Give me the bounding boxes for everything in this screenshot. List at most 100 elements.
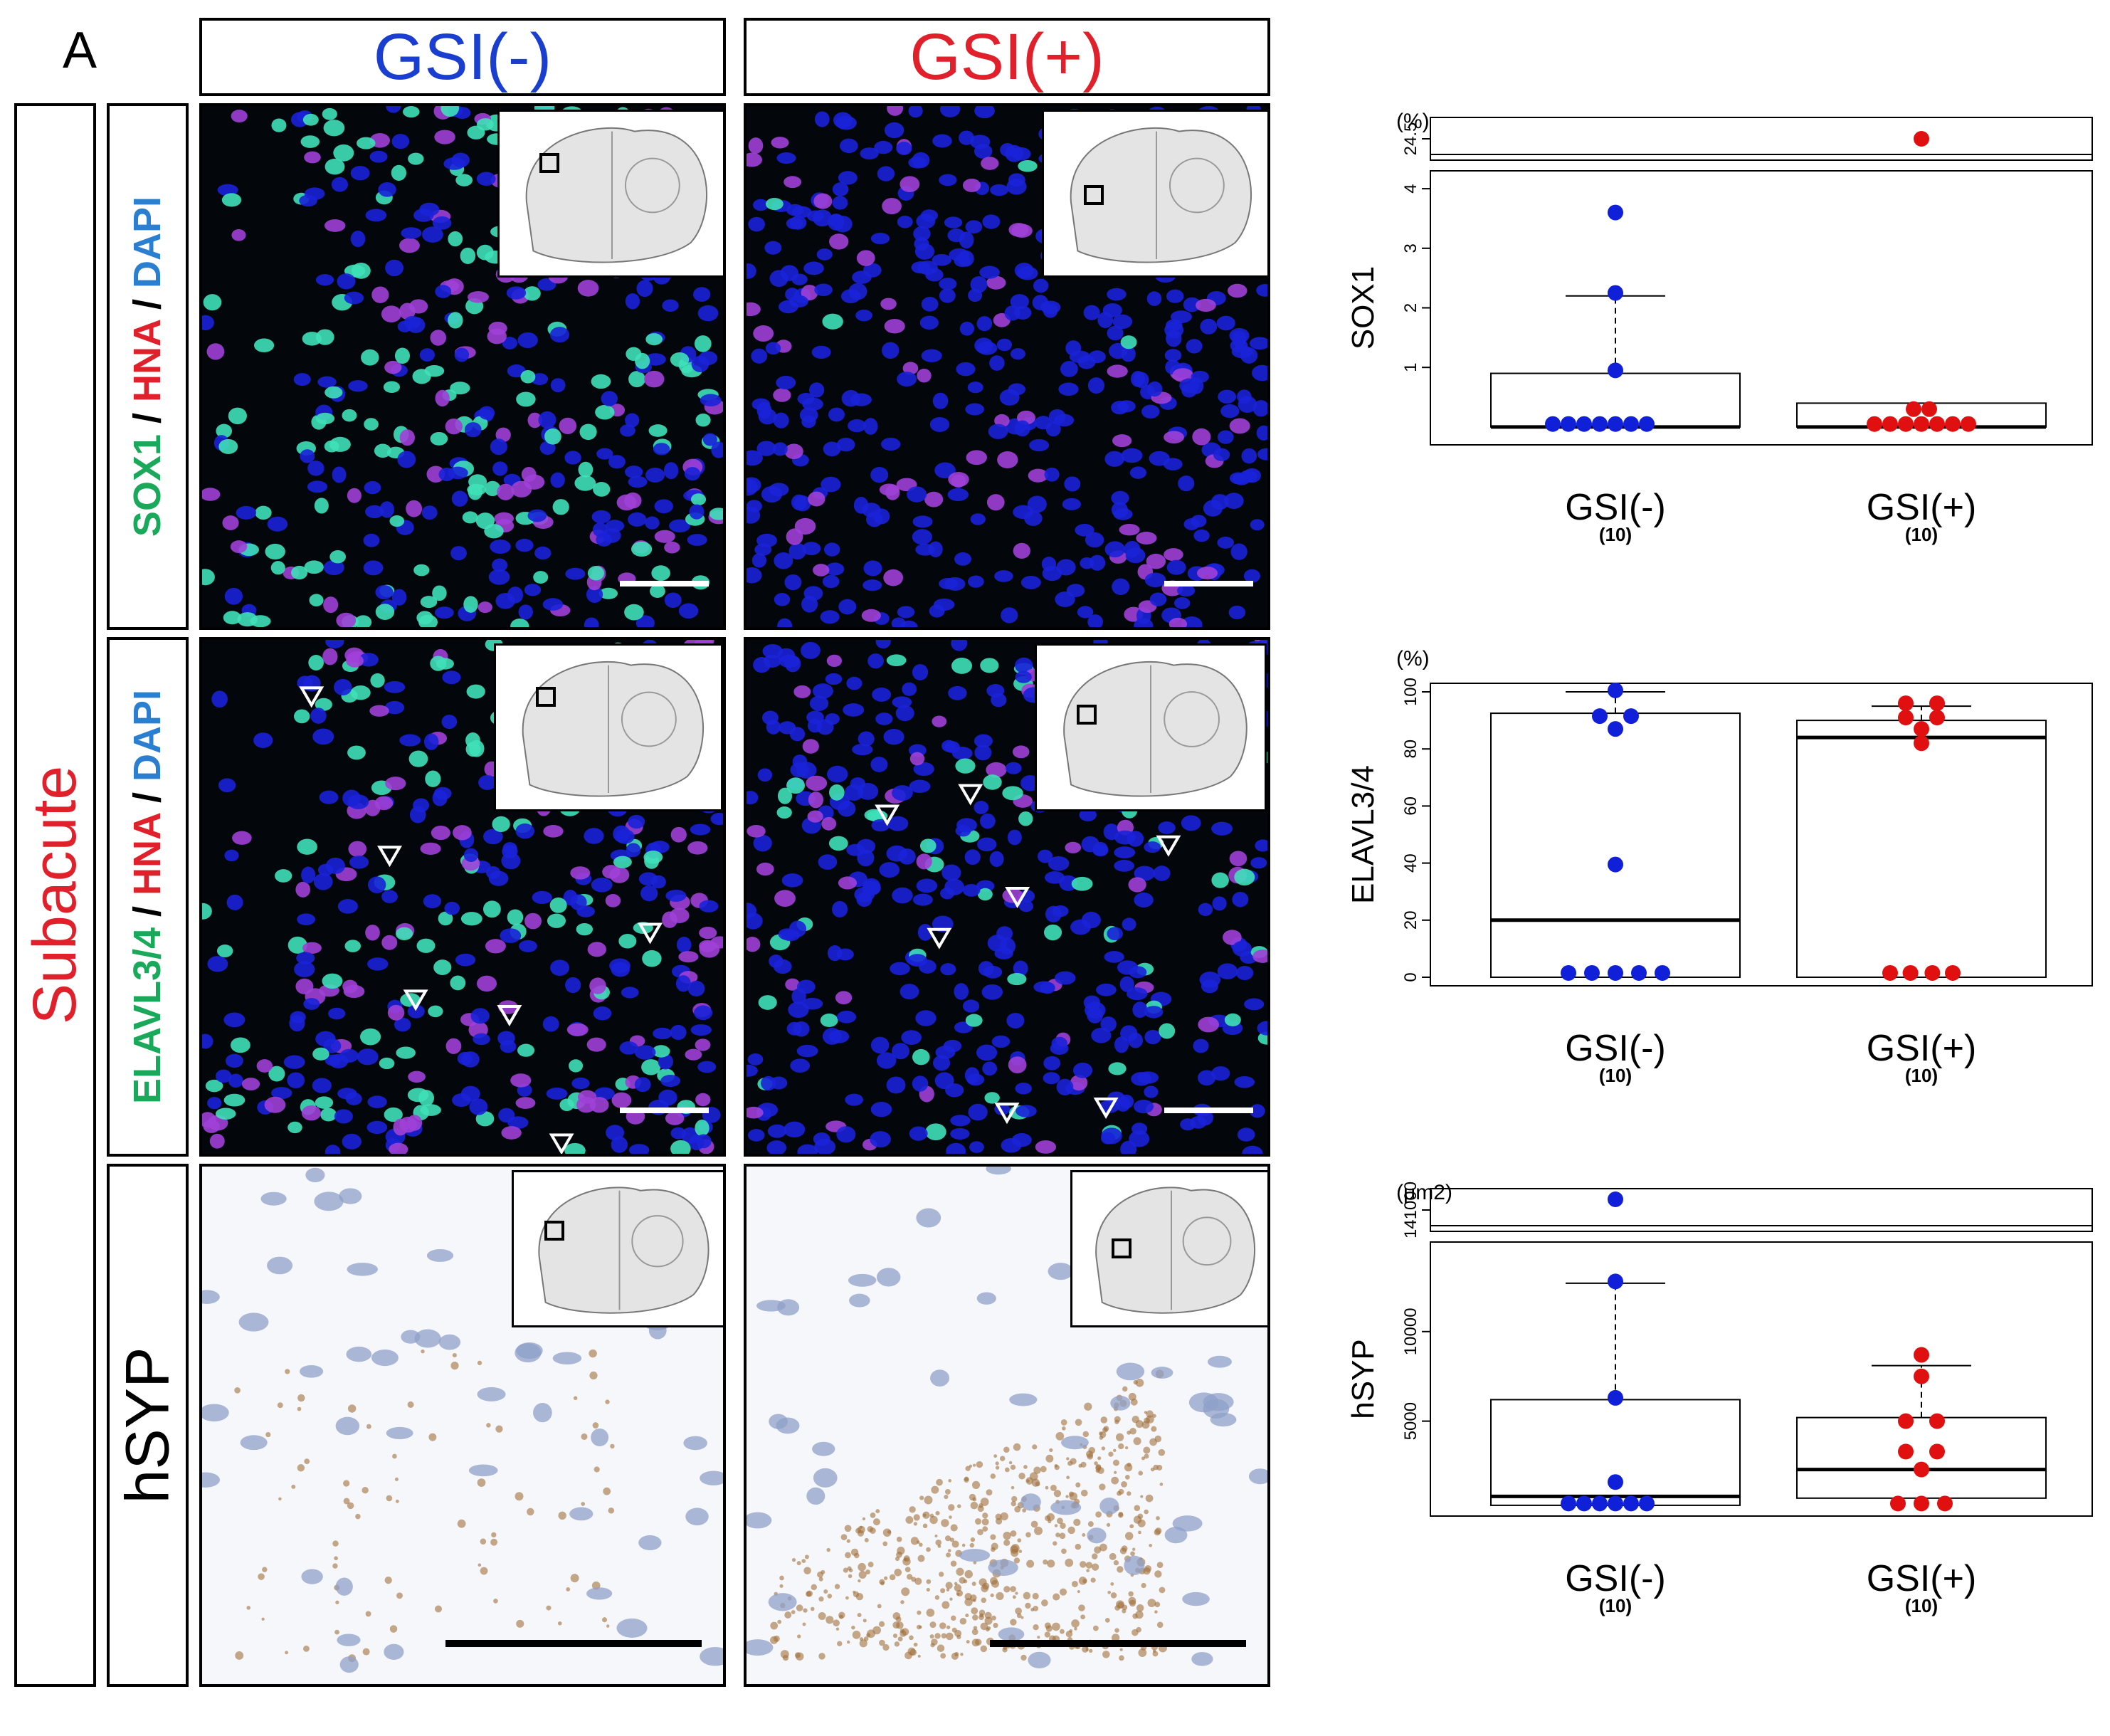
stain-part: / [126, 288, 169, 320]
panel-letter: A [63, 22, 97, 79]
data-point [1608, 1474, 1623, 1490]
unit-label: (%) [1396, 110, 1430, 133]
plot-frame [1430, 683, 2093, 987]
data-point [1639, 1495, 1655, 1512]
data-point [1890, 1495, 1906, 1512]
arrowhead-marker [299, 686, 325, 708]
tick-label: 80 [1401, 740, 1420, 759]
arrowhead-marker [377, 846, 403, 868]
data-point [1898, 1413, 1914, 1429]
micrograph-sox1-gsi-minus [199, 103, 726, 630]
region-marker [544, 1221, 564, 1241]
arrowhead-marker [638, 922, 663, 945]
chart-elavl34: (%)ELAVL3/4020406080100GSI(-)(10)GSI(+)(… [1346, 647, 2093, 1086]
column-header-gsi-minus-label: GSI(-) [373, 20, 552, 93]
scale-bar [1164, 581, 1253, 586]
data-point [1898, 695, 1914, 712]
arrowhead-marker [403, 989, 428, 1011]
data-point [1914, 1347, 1929, 1363]
data-point [1914, 1495, 1929, 1512]
arrowhead-marker [1156, 835, 1181, 857]
data-point [1608, 683, 1623, 699]
n-label: (10) [1905, 1065, 1938, 1086]
tick-label: 141000 [1401, 1182, 1420, 1238]
data-point [1576, 416, 1592, 432]
y-axis-label: hSYP [1346, 1339, 1381, 1419]
data-point [1655, 964, 1670, 981]
micrograph-elavl34-gsi-minus [199, 637, 726, 1157]
data-point [1608, 285, 1623, 301]
plot-frame [1430, 1241, 2093, 1517]
data-point [1929, 695, 1945, 712]
data-point [1545, 416, 1561, 432]
tick-label: 40 [1401, 853, 1420, 873]
tick-label: 2 [1401, 303, 1420, 312]
y-axis-label: SOX1 [1346, 266, 1381, 349]
region-marker [1077, 705, 1097, 725]
scale-bar [990, 1640, 1246, 1647]
box [1796, 1416, 2047, 1499]
stain-part: / [126, 895, 169, 927]
arrowhead-marker [1005, 887, 1030, 908]
data-point [1576, 1495, 1592, 1512]
data-point [1882, 416, 1898, 432]
category-label: GSI(+) [1867, 1028, 1977, 1069]
tick-label: 20 [1401, 910, 1420, 930]
stain-part: HNA [126, 320, 169, 402]
brain-section-inset [512, 1170, 723, 1327]
data-point [1898, 1443, 1914, 1460]
arrowhead-marker [875, 804, 900, 826]
data-point [1921, 401, 1937, 417]
data-point [1961, 416, 1976, 432]
tick-label: 0 [1401, 972, 1420, 982]
brain-section-inset [1035, 643, 1267, 811]
category-label: GSI(+) [1867, 1558, 1977, 1599]
micrograph-elavl34-gsi-plus [744, 637, 1270, 1157]
micrograph-hsyp-gsi-minus [199, 1164, 726, 1687]
row-group-label-text: Subacute [21, 765, 89, 1025]
data-point [1914, 1368, 1929, 1384]
row-label-elavl34: ELAVL3/4 / HNA / DAPI [107, 637, 189, 1157]
stain-part: DAPI [126, 196, 169, 288]
data-point [1914, 721, 1929, 737]
data-point [1631, 964, 1647, 981]
chart-hsyp: (μm2)hSYP141000500010000GSI(-)(10)GSI(+)… [1346, 1181, 2093, 1616]
data-point [1929, 1443, 1945, 1460]
stain-part: / [126, 781, 169, 814]
stain-part: ELAVL3/4 [126, 927, 169, 1105]
data-point [1608, 1495, 1623, 1512]
n-label: (10) [1599, 1065, 1632, 1086]
data-point [1561, 1495, 1576, 1512]
data-point [1867, 416, 1882, 432]
data-point [1945, 964, 1961, 981]
data-point [1608, 204, 1623, 221]
row-label-hsyp-text: hSYP [113, 1347, 182, 1504]
n-label: (10) [1905, 524, 1938, 545]
stain-part: HNA [126, 813, 169, 895]
region-marker [536, 687, 556, 707]
data-point [1898, 710, 1914, 726]
n-label: (10) [1599, 524, 1632, 545]
data-point [1608, 362, 1623, 379]
data-point [1592, 416, 1608, 432]
data-point [1623, 708, 1639, 725]
column-header-gsi-minus: GSI(-) [199, 18, 726, 96]
tick-label: 4 [1401, 184, 1420, 193]
data-point [1914, 131, 1929, 147]
data-point [1623, 1495, 1639, 1512]
unit-label: (μm2) [1396, 1181, 1452, 1204]
data-point [1906, 401, 1921, 417]
data-point [1561, 964, 1576, 981]
micrograph-hsyp-gsi-plus [744, 1164, 1270, 1687]
data-point [1914, 735, 1929, 752]
tick-label: 3 [1401, 243, 1420, 253]
data-point [1592, 1495, 1608, 1512]
data-point [1623, 416, 1639, 432]
row-label-sox1: SOX1 / HNA / DAPI [107, 103, 189, 630]
ihc-image [747, 1167, 1267, 1684]
y-axis-label: ELAVL3/4 [1346, 765, 1381, 904]
category-label: GSI(-) [1565, 487, 1666, 528]
tick-label: 100 [1401, 678, 1420, 706]
n-label: (10) [1905, 1595, 1938, 1616]
